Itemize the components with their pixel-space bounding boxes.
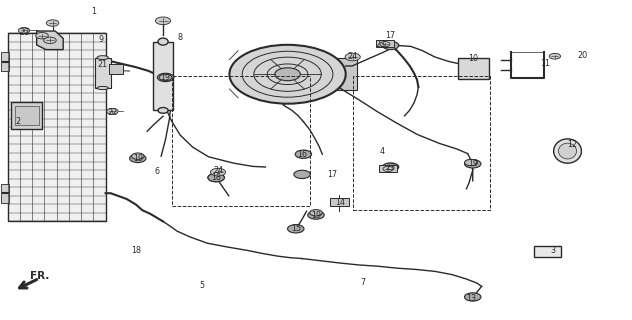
Text: 4: 4 — [380, 148, 385, 156]
Ellipse shape — [559, 143, 576, 159]
Text: 17: 17 — [327, 170, 337, 179]
Bar — [353, 76, 490, 210]
Text: 16: 16 — [297, 150, 307, 159]
Text: 19: 19 — [161, 73, 171, 82]
Text: 19: 19 — [311, 211, 321, 220]
Circle shape — [210, 168, 226, 176]
Circle shape — [131, 153, 144, 159]
Circle shape — [229, 45, 346, 104]
Ellipse shape — [97, 56, 109, 60]
Text: 17: 17 — [386, 31, 396, 40]
Text: 8: 8 — [178, 33, 183, 42]
Text: 21: 21 — [97, 60, 107, 69]
Bar — [8, 33, 106, 221]
Bar — [376, 40, 394, 47]
Circle shape — [295, 150, 312, 158]
Text: 2: 2 — [15, 117, 20, 126]
Text: 9: 9 — [99, 35, 104, 44]
Circle shape — [549, 53, 561, 59]
Circle shape — [465, 159, 477, 166]
Bar — [534, 246, 561, 257]
Text: 3: 3 — [550, 246, 556, 255]
Circle shape — [275, 68, 300, 81]
Circle shape — [157, 73, 174, 82]
Text: 22: 22 — [19, 28, 29, 37]
Circle shape — [345, 53, 360, 61]
Bar — [153, 42, 173, 110]
Circle shape — [35, 33, 48, 39]
Text: 13: 13 — [466, 294, 476, 303]
Bar — [15, 106, 39, 125]
Polygon shape — [37, 31, 63, 50]
Circle shape — [130, 154, 146, 163]
Text: 23: 23 — [375, 40, 386, 49]
Text: 12: 12 — [567, 140, 577, 149]
Ellipse shape — [554, 139, 581, 163]
Ellipse shape — [158, 108, 168, 113]
Circle shape — [383, 166, 393, 172]
Circle shape — [308, 211, 324, 219]
Circle shape — [465, 293, 481, 301]
Text: 5: 5 — [200, 281, 205, 290]
Circle shape — [294, 170, 310, 179]
Circle shape — [159, 74, 172, 81]
Text: 18: 18 — [131, 246, 141, 255]
Circle shape — [46, 20, 59, 26]
Circle shape — [155, 17, 171, 25]
Ellipse shape — [97, 86, 109, 90]
Bar — [379, 165, 397, 172]
Text: 14: 14 — [335, 198, 345, 207]
Bar — [1, 184, 9, 203]
Text: 19: 19 — [133, 154, 143, 163]
Bar — [95, 58, 111, 88]
Text: 24: 24 — [348, 52, 358, 61]
Circle shape — [310, 210, 322, 216]
Circle shape — [18, 28, 30, 33]
Circle shape — [44, 37, 56, 44]
Text: 15: 15 — [291, 224, 301, 233]
Text: 18: 18 — [211, 173, 221, 182]
Circle shape — [465, 160, 481, 168]
Text: 11: 11 — [540, 60, 550, 68]
Text: 7: 7 — [361, 278, 366, 287]
Text: 10: 10 — [468, 54, 478, 63]
Bar — [172, 76, 310, 206]
Circle shape — [208, 173, 224, 182]
Circle shape — [382, 163, 399, 171]
Text: 23: 23 — [386, 163, 396, 172]
Bar — [458, 58, 489, 79]
Text: 22: 22 — [107, 108, 118, 117]
Text: FR.: FR. — [30, 271, 50, 282]
Circle shape — [208, 173, 224, 182]
Text: 24: 24 — [213, 166, 223, 175]
Text: 1: 1 — [91, 7, 96, 16]
Bar — [11, 102, 42, 129]
Bar — [330, 198, 349, 206]
Bar — [331, 58, 357, 91]
Circle shape — [382, 41, 399, 50]
Text: 19: 19 — [468, 159, 478, 168]
Text: 6: 6 — [154, 167, 159, 176]
Bar — [1, 52, 9, 71]
Circle shape — [380, 42, 390, 47]
Circle shape — [107, 108, 118, 114]
Text: 20: 20 — [578, 52, 588, 60]
Ellipse shape — [158, 38, 168, 45]
Bar — [109, 64, 123, 74]
Circle shape — [288, 225, 304, 233]
